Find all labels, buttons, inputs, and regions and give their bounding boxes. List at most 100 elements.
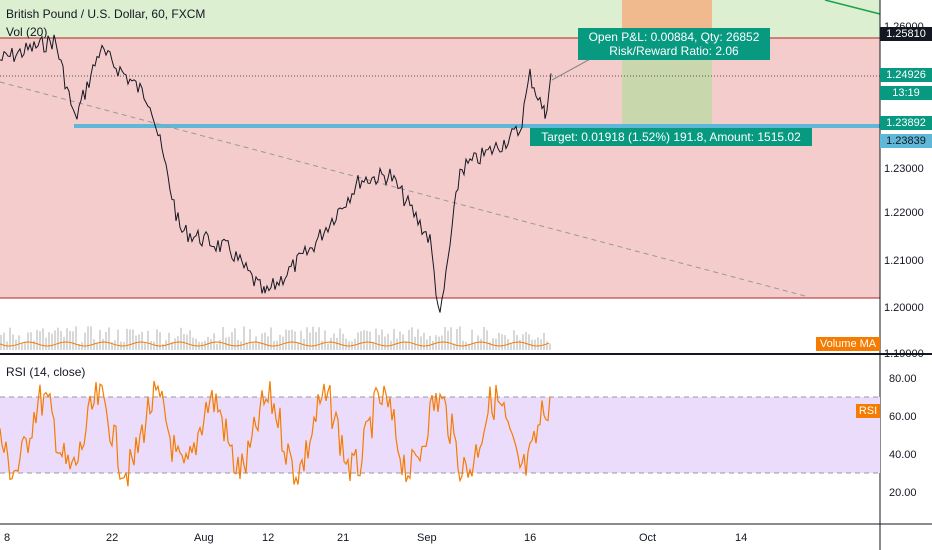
volume-bar [69,330,71,350]
volume-bar [345,338,347,350]
volume-bar [153,341,155,350]
price-tick: 1.21000 [884,255,924,267]
volume-bar [93,339,95,350]
volume-bar [432,340,434,350]
time-axis[interactable]: 8 22 Aug 12 21 Sep 16 Oct 14 [4,532,747,544]
time-tick: 16 [524,532,536,544]
volume-bar [381,329,383,350]
volume-bar [54,330,56,350]
volume-bar [495,338,497,350]
symbol-title[interactable]: British Pound / U.S. Dollar, 60, FXCM [6,7,206,21]
rsi-series [0,380,551,487]
volume-bar [156,329,158,350]
volume-bar [21,342,23,350]
price-tick: 1.23000 [884,163,924,175]
volume-bar [279,334,281,350]
volume-bar [216,343,218,350]
volume-bar [501,334,503,350]
volume-bar [492,338,494,350]
volume-bar [174,338,176,350]
volume-bar [525,331,527,350]
volume-bar [264,332,266,350]
volume-bar [270,327,272,350]
volume-bar [291,329,293,350]
volume-bar [513,330,515,350]
volume-bar [363,330,365,350]
volume-bar [378,334,380,350]
price-tick: 1.19000 [884,348,924,360]
loss-zone [0,38,880,298]
volume-bar [36,329,38,350]
volume-bar [228,336,230,350]
volume-bar [45,337,47,350]
volume-bar [438,336,440,350]
volume-bar [27,332,29,350]
volume-bar [360,331,362,350]
target-box[interactable]: Target: 0.01918 (1.52%) 191.8, Amount: 1… [530,128,812,146]
rsi-tick: 80.00 [889,373,917,385]
volume-bar [150,341,152,350]
volume-bar [24,341,26,350]
volume-bar [105,332,107,350]
volume-bar [414,336,416,350]
volume-bar [447,330,449,350]
open-pnl-box[interactable]: Open P&L: 0.00884, Qty: 26852 Risk/Rewar… [578,28,770,60]
volume-bar [471,329,473,350]
volume-bar [369,331,371,350]
volume-bar [168,332,170,350]
time-tick: 21 [337,532,349,544]
volume-bar [549,343,551,350]
volume-bar [366,330,368,350]
volume-bar [528,334,530,350]
volume-bar [204,340,206,350]
volume-bar [504,335,506,350]
volume-bar [354,338,356,350]
trend-line-green[interactable] [824,0,881,15]
volume-bar [51,333,53,350]
volume-bar [456,329,458,350]
volume-bar [453,343,455,350]
volume-bar [429,335,431,350]
volume-bar [474,343,476,350]
volume-bar [9,327,11,350]
rsi-tag: RSI [856,404,880,418]
volume-bar [117,329,119,350]
volume-bar [18,335,20,350]
volume-bar [72,331,74,350]
volume-bar [543,332,545,350]
rsi-axis[interactable]: 80.00 60.00 40.00 20.00 [889,373,917,499]
volume-bar [468,343,470,350]
volume-bar [546,341,548,350]
volume-bar [498,332,500,350]
volume-bar [78,343,80,350]
volume-bar [252,342,254,350]
volume-bar [336,337,338,350]
rsi-band [0,397,880,473]
volume-bar [171,341,173,350]
volume-bar [126,328,128,350]
time-tick: Aug [194,532,214,544]
volume-bar [249,329,251,350]
volume-bar [294,331,296,350]
price-series [0,34,552,313]
volume-bar [384,336,386,350]
volume-bar [297,342,299,350]
volume-bar [423,332,425,350]
volume-bar [411,327,413,350]
price-tag-support: 1.23839 [880,134,932,148]
rsi-indicator-label[interactable]: RSI (14, close) [6,365,86,379]
volume-bar [90,326,92,350]
volume-bar [318,327,320,350]
volume-bar [540,339,542,350]
volume-indicator-label[interactable]: Vol (20) [6,25,48,39]
volume-bar [246,342,248,350]
volume-bar [459,326,461,350]
volume-bar [420,336,422,350]
open-pnl-text: Open P&L: 0.00884, Qty: 26852 [588,30,760,44]
volume-bar [483,326,485,350]
volume-bar [255,336,257,350]
price-tag-time: 13:19 [880,86,932,100]
volume-bar [237,340,239,350]
volume-bar [306,327,308,350]
